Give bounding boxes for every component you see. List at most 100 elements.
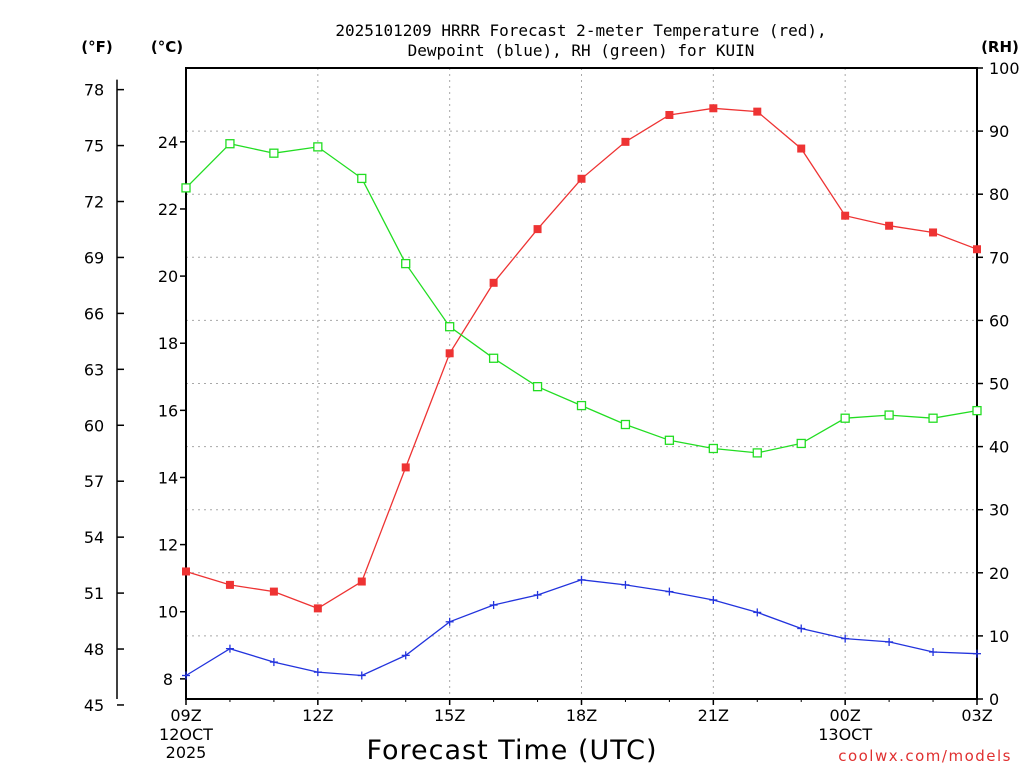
celsius-tick-label: 12 bbox=[158, 536, 178, 555]
rh-point bbox=[972, 405, 982, 416]
x-tick-label: 21Z bbox=[698, 706, 729, 725]
data-series bbox=[181, 104, 982, 680]
rh-point bbox=[840, 413, 850, 423]
temperature-point bbox=[621, 137, 630, 146]
celsius-tick-label: 8 bbox=[163, 670, 173, 689]
rh-point bbox=[576, 400, 587, 411]
temperature-point bbox=[665, 110, 674, 119]
rh-point bbox=[532, 382, 543, 392]
rh-point bbox=[181, 183, 191, 193]
x-date-label: 2025 bbox=[166, 743, 207, 762]
fahrenheit-tick-label: 45 bbox=[84, 696, 104, 715]
x-axis-title: Forecast Time (UTC) bbox=[366, 735, 657, 766]
fahrenheit-tick-label: 51 bbox=[84, 584, 104, 603]
dewpoint-point bbox=[225, 644, 234, 653]
dewpoint-point bbox=[182, 671, 190, 680]
celsius-tick-label: 16 bbox=[158, 401, 178, 420]
celsius-tick-label: 14 bbox=[158, 468, 178, 487]
temperature-point bbox=[269, 587, 278, 596]
dewpoint-point bbox=[709, 595, 718, 604]
rh-tick-label: 0 bbox=[989, 690, 999, 709]
rh-tick-label: 50 bbox=[989, 375, 1009, 394]
temperature-point bbox=[753, 107, 762, 116]
temperature-point bbox=[357, 577, 366, 586]
temperature-point bbox=[489, 278, 498, 287]
rh-point bbox=[269, 148, 279, 158]
temperature-point bbox=[797, 144, 806, 153]
x-tick-label: 03Z bbox=[961, 706, 992, 725]
celsius-tick-label: 24 bbox=[158, 133, 178, 152]
dewpoint-point bbox=[797, 624, 806, 633]
dewpoint-point bbox=[357, 671, 366, 680]
fahrenheit-tick-label: 66 bbox=[84, 304, 104, 323]
fahrenheit-tick-label: 72 bbox=[84, 193, 104, 212]
dewpoint-point bbox=[973, 649, 981, 658]
rh-point bbox=[401, 258, 411, 269]
celsius-unit-label: (°C) bbox=[151, 38, 183, 56]
fahrenheit-unit-label: (°F) bbox=[81, 38, 112, 56]
temperature-point bbox=[885, 221, 894, 230]
rh-tick-label: 100 bbox=[989, 59, 1020, 78]
temperature-point bbox=[445, 349, 454, 358]
temperature-point bbox=[577, 174, 586, 183]
temperature-point bbox=[313, 604, 322, 613]
x-tick-label: 12Z bbox=[302, 706, 333, 725]
rh-tick-label: 60 bbox=[989, 311, 1009, 330]
rh-tick-label: 10 bbox=[989, 627, 1009, 646]
rh-point bbox=[884, 410, 894, 420]
axes: 8 10 12 14 16 18 20 22 24 45 48 51 54 57 60 63 66 69 72 75 7… bbox=[84, 59, 1020, 762]
dewpoint-point bbox=[885, 637, 894, 646]
x-tick-label: 09Z bbox=[170, 706, 201, 725]
rh-point bbox=[225, 139, 235, 149]
rh-point bbox=[928, 413, 938, 423]
rh-tick-label: 40 bbox=[989, 438, 1009, 457]
rh-point bbox=[620, 419, 631, 430]
celsius-tick-label: 22 bbox=[158, 200, 178, 219]
dewpoint-point bbox=[621, 580, 630, 589]
chart-title-line2: Dewpoint (blue), RH (green) for KUIN bbox=[408, 41, 755, 60]
fahrenheit-tick-label: 57 bbox=[84, 472, 104, 491]
temperature-point bbox=[401, 463, 410, 472]
x-date-label: 12OCT bbox=[159, 725, 213, 744]
fahrenheit-tick-label: 69 bbox=[84, 248, 104, 267]
rh-tick-label: 90 bbox=[989, 122, 1009, 141]
rh-tick-label: 80 bbox=[989, 185, 1009, 204]
rh-tick-label: 70 bbox=[989, 248, 1009, 267]
dewpoint-point bbox=[489, 601, 498, 610]
fahrenheit-tick-label: 75 bbox=[84, 137, 104, 156]
dewpoint-point bbox=[841, 634, 850, 643]
dewpoint-point bbox=[753, 608, 762, 617]
watermark: coolwx.com/models bbox=[838, 747, 1012, 765]
dewpoint-point bbox=[269, 658, 278, 667]
celsius-tick-label: 20 bbox=[158, 267, 178, 286]
fahrenheit-tick-label: 48 bbox=[84, 640, 104, 659]
dewpoint-point bbox=[533, 590, 542, 599]
fahrenheit-tick-label: 60 bbox=[84, 416, 104, 435]
rh-point bbox=[445, 322, 455, 332]
rh-point bbox=[488, 353, 499, 363]
fahrenheit-tick-label: 78 bbox=[84, 81, 104, 100]
rh-point bbox=[796, 438, 806, 449]
rh-point bbox=[357, 173, 367, 184]
dewpoint-point bbox=[577, 575, 586, 584]
rh-unit-label: (RH) bbox=[981, 38, 1019, 56]
temperature-point bbox=[533, 225, 542, 234]
celsius-tick-label: 18 bbox=[158, 334, 178, 353]
dewpoint-point bbox=[445, 617, 454, 626]
temperature-point bbox=[929, 228, 938, 237]
x-tick-label: 15Z bbox=[434, 706, 465, 725]
temperature-point bbox=[973, 245, 981, 254]
grid-lines bbox=[186, 68, 977, 699]
rh-point bbox=[313, 142, 323, 152]
rh-point bbox=[708, 443, 718, 454]
rh-point bbox=[664, 435, 675, 445]
fahrenheit-tick-label: 63 bbox=[84, 360, 104, 379]
dewpoint-point bbox=[313, 668, 322, 677]
temperature-point bbox=[841, 211, 850, 220]
x-tick-label: 00Z bbox=[830, 706, 861, 725]
dewpoint-point bbox=[665, 587, 674, 596]
rh-tick-label: 30 bbox=[989, 501, 1009, 520]
temperature-point bbox=[709, 104, 718, 113]
chart-title-line1: 2025101209 HRRR Forecast 2-meter Tempera… bbox=[335, 21, 826, 40]
